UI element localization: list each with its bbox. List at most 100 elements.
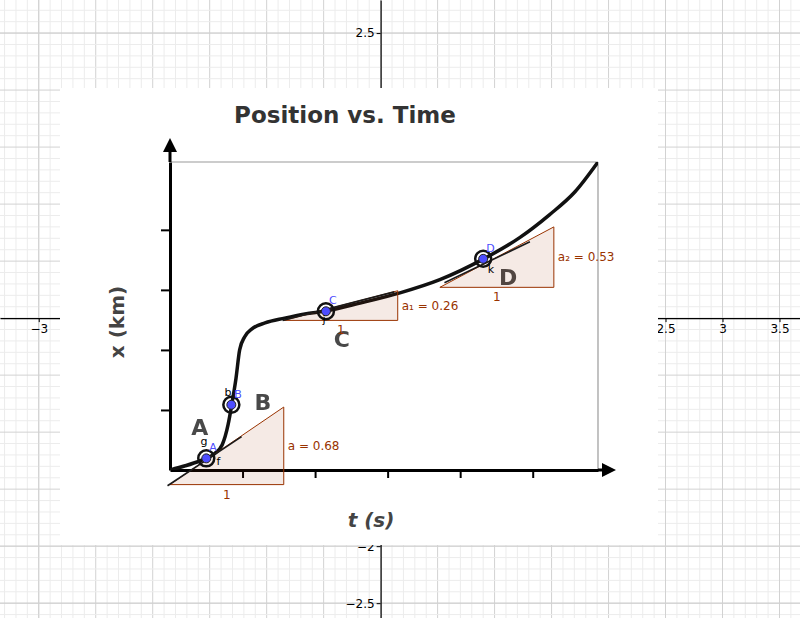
tick-mark — [161, 409, 170, 411]
grid — [0, 0, 800, 618]
point — [479, 254, 488, 263]
grid-minor — [50, 0, 51, 618]
run-label: 1 — [223, 488, 231, 502]
grid-line — [722, 0, 723, 618]
tick-mark — [161, 349, 170, 351]
image-background — [60, 88, 658, 545]
grid-minor — [688, 0, 689, 618]
grid-minor — [745, 0, 746, 618]
canvas: −32.533.52.5−2−2.5ABCDPosition vs. Timex… — [0, 0, 800, 618]
tick: −2.5 — [345, 597, 380, 611]
y-axis — [161, 163, 171, 471]
tick: 2.5 — [356, 26, 381, 40]
tick: −3 — [30, 318, 48, 336]
grid-minor — [15, 0, 16, 618]
grid-minor — [756, 0, 757, 618]
tick-label: 2.5 — [356, 26, 375, 40]
grid-major — [0, 603, 800, 604]
tangent-line — [283, 292, 395, 321]
object-label: g — [201, 435, 208, 448]
point-label: A — [209, 441, 217, 454]
object-label: f — [217, 455, 222, 468]
geo-objects — [168, 227, 554, 486]
tick — [161, 230, 170, 231]
grid-minor — [27, 0, 28, 618]
grid-minor — [0, 10, 800, 11]
grid-minor — [0, 55, 800, 56]
grid-major — [722, 0, 723, 618]
grid-minor — [0, 580, 800, 581]
grid-minor — [699, 0, 700, 618]
grid-major — [38, 0, 39, 618]
run-label: 1 — [337, 323, 345, 337]
tick-mark — [161, 289, 170, 291]
tangent-line — [444, 242, 529, 283]
object-label: k — [488, 263, 495, 276]
x-axis-title: t (s) — [348, 508, 395, 532]
grid-major — [0, 546, 800, 547]
grid-line — [0, 603, 800, 604]
slope-label: a₂ = 0.53 — [558, 250, 615, 264]
slope-triangle — [440, 227, 554, 287]
axis-arrow — [163, 138, 177, 152]
tick-mark — [377, 33, 381, 34]
grid-major — [665, 0, 666, 618]
grid-major — [0, 33, 800, 34]
annotation: B — [254, 390, 271, 415]
axis-arrow — [602, 463, 616, 477]
object-label: j — [322, 313, 326, 326]
y-axis-title: x (km) — [105, 286, 129, 358]
grid-minor — [0, 44, 800, 45]
tick — [161, 350, 170, 351]
grid-line — [779, 0, 780, 618]
tick-mark — [161, 229, 170, 231]
slope-label: a = 0.68 — [288, 439, 340, 453]
object-label: b — [225, 386, 232, 399]
tick — [161, 290, 170, 291]
grid-minor — [0, 591, 800, 592]
slope-label: a₁ = 0.26 — [402, 299, 459, 313]
point-label: C — [329, 294, 337, 307]
plot-frame — [170, 161, 598, 162]
grid-minor — [0, 21, 800, 22]
tick-mark — [377, 546, 381, 547]
tick — [460, 470, 461, 478]
position-curve — [170, 162, 598, 470]
title: Position vs. Time — [234, 102, 456, 128]
grid-line — [0, 33, 800, 34]
grid-minor — [0, 568, 800, 569]
grid-minor — [711, 0, 712, 618]
embedded-chart: A B C D Position vs. Time x (km) t (s) — [60, 88, 658, 545]
tick-label: 3 — [719, 322, 727, 336]
run-label: 1 — [493, 290, 501, 304]
tick: 3 — [719, 318, 727, 336]
grid-minor — [0, 67, 800, 68]
grid-major — [779, 0, 780, 618]
tick — [533, 470, 534, 478]
grid-line — [0, 546, 800, 547]
point-label: B — [234, 388, 242, 401]
point — [202, 454, 211, 463]
tick-mark — [532, 470, 534, 478]
tick-mark — [460, 470, 462, 478]
tick — [161, 410, 170, 411]
geo-labels: a = 0.68 1 a₁ = 0.26 1 a₂ = 0.53 1 A B C Dgf b j k — [201, 242, 615, 502]
tick — [388, 470, 389, 478]
tick-label: 3.5 — [770, 322, 789, 336]
grid-minor — [0, 557, 800, 558]
tick — [315, 470, 316, 478]
point-label: D — [486, 242, 494, 255]
grid-line — [665, 0, 666, 618]
point — [227, 400, 236, 409]
grid-minor — [733, 0, 734, 618]
axis-line — [169, 163, 172, 471]
grid-line — [38, 0, 39, 618]
plot-area — [170, 162, 598, 470]
tick-mark — [377, 603, 381, 604]
tick: 2.5 — [656, 318, 675, 336]
grid-minor — [4, 0, 5, 618]
tick-mark — [315, 470, 317, 478]
tick-label: −3 — [30, 322, 48, 336]
tick-label: −2.5 — [345, 597, 374, 611]
tick-label: 2.5 — [656, 322, 675, 336]
